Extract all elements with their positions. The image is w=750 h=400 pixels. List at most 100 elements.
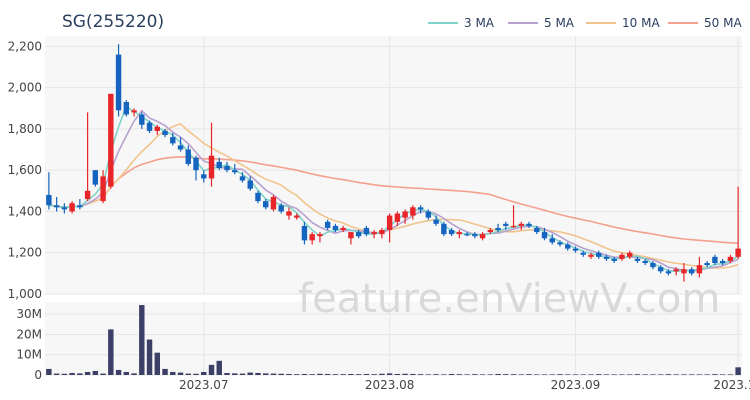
volume-bar	[371, 374, 377, 375]
volume-bar	[185, 373, 191, 375]
candle-body	[464, 234, 470, 236]
volume-bar	[115, 369, 122, 375]
price-tick-label: 1,000	[8, 287, 42, 301]
price-panel	[45, 36, 742, 294]
price-tick-label: 2,000	[8, 81, 42, 95]
volume-bar	[441, 374, 447, 375]
volume-bar	[255, 372, 261, 375]
chart-title: SG(255220)	[62, 12, 164, 32]
volume-bar	[410, 373, 416, 375]
volume-bar	[154, 352, 161, 375]
volume-bar	[464, 374, 470, 375]
candle-body	[596, 252, 602, 257]
candle-body	[293, 215, 300, 218]
candle-body	[487, 230, 494, 233]
volume-bar	[425, 374, 432, 375]
candle-body	[541, 232, 548, 239]
volume-bar	[448, 373, 455, 375]
volume-bar	[712, 374, 718, 375]
volume-tick-label: 20M	[16, 327, 42, 341]
candle-body	[410, 207, 416, 216]
volume-bar	[340, 374, 346, 375]
candle-body	[626, 252, 633, 257]
volume-bar	[665, 374, 672, 375]
candle-body	[448, 230, 455, 235]
candle-body	[317, 234, 323, 237]
volume-bar	[263, 373, 269, 375]
volume-bar	[650, 374, 656, 375]
volume-bar	[309, 374, 315, 375]
legend-label: 3 MA	[464, 16, 495, 30]
candle-body	[309, 234, 315, 241]
volume-bar	[224, 372, 230, 375]
candle-body	[224, 166, 230, 171]
candle-body	[348, 232, 354, 239]
volume-bar	[681, 374, 687, 375]
volume-bar	[348, 373, 354, 375]
candle-body	[510, 225, 517, 228]
volume-bar	[247, 372, 253, 375]
volume-bar	[363, 373, 370, 375]
candle-body	[386, 215, 393, 231]
candle-body	[503, 223, 509, 226]
candle-body	[681, 269, 687, 274]
candle-body	[286, 211, 292, 216]
candle-body	[619, 254, 625, 259]
candle-body	[557, 242, 563, 245]
candle-body	[84, 190, 91, 200]
volume-bar	[53, 373, 60, 375]
volume-tick-label: 10M	[16, 348, 42, 362]
candle-body	[263, 201, 269, 208]
volume-bar	[549, 374, 555, 375]
candle-body	[208, 155, 215, 179]
volume-bar	[534, 374, 540, 375]
candle-body	[232, 170, 238, 173]
volume-bar	[232, 373, 238, 375]
volume-bar	[239, 373, 246, 375]
volume-bar	[146, 339, 153, 375]
candle-body	[456, 232, 463, 235]
candle-body	[216, 161, 222, 169]
candle-body	[355, 232, 362, 237]
volume-bar	[619, 374, 625, 375]
candle-body	[472, 234, 478, 237]
candle-body	[162, 130, 168, 136]
legend: 3 MA 5 MA 10 MA 50 MA	[428, 16, 742, 30]
volume-bar	[123, 371, 130, 375]
volume-bar	[626, 374, 633, 375]
volume-bar	[417, 374, 424, 375]
volume-bar	[100, 373, 106, 375]
candle-body	[735, 248, 741, 257]
volume-bar	[402, 373, 408, 375]
candle-body	[704, 263, 710, 266]
candle-body	[92, 170, 99, 185]
volume-bar	[278, 373, 284, 375]
legend-label: 10 MA	[622, 16, 660, 30]
volume-bar	[673, 374, 679, 375]
volume-bar	[301, 373, 308, 375]
candle-body	[425, 211, 432, 218]
volume-bar	[727, 374, 734, 375]
candle-body	[201, 174, 207, 179]
price-tick-label: 1,400	[8, 204, 42, 218]
volume-tick-label: 30M	[16, 307, 42, 321]
candle-body	[115, 54, 122, 111]
volume-bar	[201, 371, 207, 375]
x-tick-label: 2023.10	[713, 378, 750, 392]
candle-body	[108, 93, 114, 187]
candle-body	[77, 205, 83, 208]
volume-bar	[270, 373, 277, 375]
volume-bar	[170, 371, 176, 375]
price-tick-label: 1,800	[8, 122, 42, 136]
volume-bar	[503, 374, 509, 375]
volume-bar	[177, 372, 184, 375]
legend-label: 5 MA	[544, 16, 575, 30]
price-tick-label: 1,200	[8, 246, 42, 260]
candle-body	[69, 203, 75, 212]
candle-body	[146, 122, 153, 131]
legend-label: 50 MA	[704, 16, 742, 30]
candle-body	[588, 254, 594, 257]
volume-bar	[696, 374, 703, 375]
volume-bar	[557, 374, 563, 375]
volume-bar	[433, 374, 439, 375]
